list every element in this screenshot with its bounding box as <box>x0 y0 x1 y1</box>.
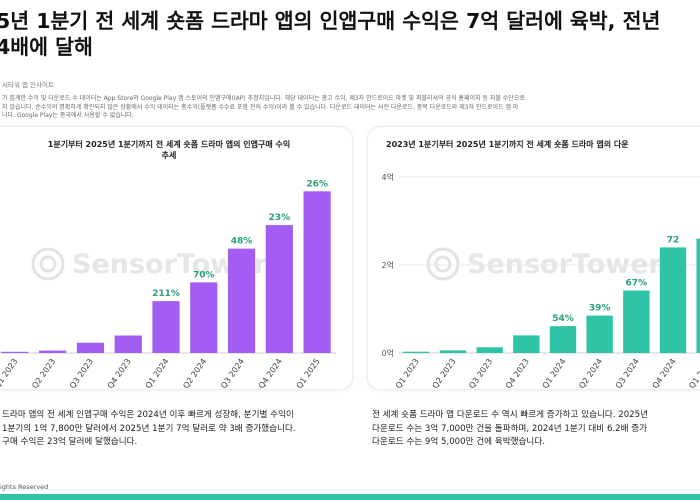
bar <box>549 326 577 353</box>
bar <box>303 191 331 353</box>
x-tick-label: Q4 2024 <box>651 357 678 389</box>
description-line: 다운로드 수는 3억 7,000만 건을 돌파하며, 2024년 1분기 대비 … <box>372 423 648 434</box>
bar <box>439 350 467 353</box>
x-tick-label: Q2 2023 <box>431 357 458 389</box>
data-label: 67% <box>626 279 648 289</box>
watermark-logo-inner-icon <box>434 255 452 273</box>
x-tick-label: Q2 2024 <box>181 357 208 389</box>
data-label: 26% <box>306 179 328 189</box>
x-tick-label: Q4 2024 <box>257 357 284 389</box>
revenue-chart-title-line2: 추세 <box>161 151 177 160</box>
bar <box>659 247 687 353</box>
data-label: 48% <box>231 237 253 247</box>
data-label: 70% <box>193 270 215 280</box>
data-label: 211% <box>152 289 180 299</box>
bar <box>39 350 67 353</box>
revenue-chart-title: 1분기부터 2025년 1분기까지 전 세계 숏폼 드라마 앱의 인앱구매 수익… <box>0 139 352 161</box>
copyright-footer: ights Reserved <box>0 483 49 491</box>
watermark-logo-icon <box>31 247 65 281</box>
downloads-description: 전 세계 숏폼 드라마 앱 다운로드 수 역시 빠르게 증가하고 있습니다. 2… <box>372 409 648 450</box>
x-tick-label: Q4 2023 <box>504 357 531 389</box>
x-tick-label: Q2 2023 <box>30 357 57 389</box>
watermark-logo-inner-icon <box>39 255 57 273</box>
methodology-notes: 가 집계한 수익 및 다운로드 수 데이터는 App Store와 Google… <box>2 95 700 121</box>
description-line: 1분기의 1억 7,800만 달러에서 2025년 1분기 7억 달러로 약 3… <box>2 423 296 434</box>
x-tick-label: Q3 2023 <box>68 357 95 389</box>
data-label: 23% <box>269 213 291 223</box>
x-tick-label: Q1 2025 <box>295 357 322 389</box>
x-tick-label: Q2 2024 <box>577 357 604 389</box>
data-label: 39% <box>589 304 611 314</box>
x-tick-label: Q1 2024 <box>541 357 568 389</box>
y-tick-label: 0억 <box>382 348 394 358</box>
description-line: 드라마 앱의 전 세계 인앱구매 수익은 2024년 이후 빠르게 성장해, 분… <box>2 410 294 420</box>
y-tick-label: 2억 <box>382 260 394 270</box>
note-line: 지 않습니다. 순수익의 명확하게 확인되지 않은 상황에서 수익 데이터는 총… <box>2 103 519 111</box>
data-label: 54% <box>552 314 574 324</box>
page-title-line2: 4배에 달해 <box>0 35 93 59</box>
page-title: 5년 1분기 전 세계 숏폼 드라마 앱의 인앱구매 수익은 7억 달러에 육박… <box>0 8 660 60</box>
revenue-chart-card: 1분기부터 2025년 1분기까지 전 세계 숏폼 드라마 앱의 인앱구매 수익… <box>0 127 352 389</box>
y-tick-label: 4억 <box>382 172 394 182</box>
x-tick-label: Q3 2023 <box>467 357 494 389</box>
description-line: 전 세계 숏폼 드라마 앱 다운로드 수 역시 빠르게 증가하고 있습니다. 2… <box>372 410 649 420</box>
note-line: 니다. Google Play는 중국에서 사용할 수 없습니다. <box>2 112 134 119</box>
page-title-line1: 5년 1분기 전 세계 숏폼 드라마 앱의 인앱구매 수익은 7억 달러에 육박… <box>0 9 661 33</box>
bar <box>696 238 700 353</box>
bar <box>152 301 180 353</box>
x-tick-label: Q4 2023 <box>106 357 133 389</box>
footer-accent-bar <box>0 494 700 500</box>
bar <box>114 335 142 353</box>
x-tick-label: Q1 2023 <box>394 357 421 389</box>
bar <box>403 351 430 353</box>
x-tick-label: Q1 2025 <box>687 357 700 389</box>
revenue-description: 드라마 앱의 전 세계 인앱구매 수익은 2024년 이후 빠르게 성장해, 분… <box>2 409 296 450</box>
x-tick-label: Q3 2024 <box>614 357 641 389</box>
x-tick-label: Q1 2024 <box>144 357 171 389</box>
bar <box>265 225 293 353</box>
downloads-chart-card: 2023년 1분기부터 2025년 1분기까지 전 세계 숏폼 드라마 앱의 다… <box>368 127 700 389</box>
bar <box>76 342 105 353</box>
description-line: 구매 수익은 23억 달러에 달했습니다. <box>2 437 138 447</box>
description-line: 다운로드 수는 9억 5,000만 건에 육박했습니다. <box>372 437 545 447</box>
bar <box>1 351 29 353</box>
watermark-logo-icon <box>426 247 460 281</box>
downloads-chart-title: 2023년 1분기부터 2025년 1분기까지 전 세계 숏폼 드라마 앱의 다… <box>386 140 629 149</box>
page-subtitle: 서타워 앱 인사이트 <box>2 81 54 89</box>
note-line: 가 집계한 수익 및 다운로드 수 데이터는 App Store와 Google… <box>2 95 525 102</box>
revenue-chart-title-line1: 1분기부터 2025년 1분기까지 전 세계 숏폼 드라마 앱의 인앱구매 수익 <box>47 140 291 149</box>
bar <box>586 315 613 353</box>
bar <box>623 290 650 353</box>
x-tick-label: Q3 2024 <box>219 357 246 389</box>
bar <box>227 248 256 353</box>
bar <box>513 335 540 353</box>
bar <box>190 282 218 353</box>
data-label: 72 <box>667 235 680 245</box>
x-tick-label: Q1 2023 <box>0 357 20 389</box>
bar <box>476 347 503 353</box>
